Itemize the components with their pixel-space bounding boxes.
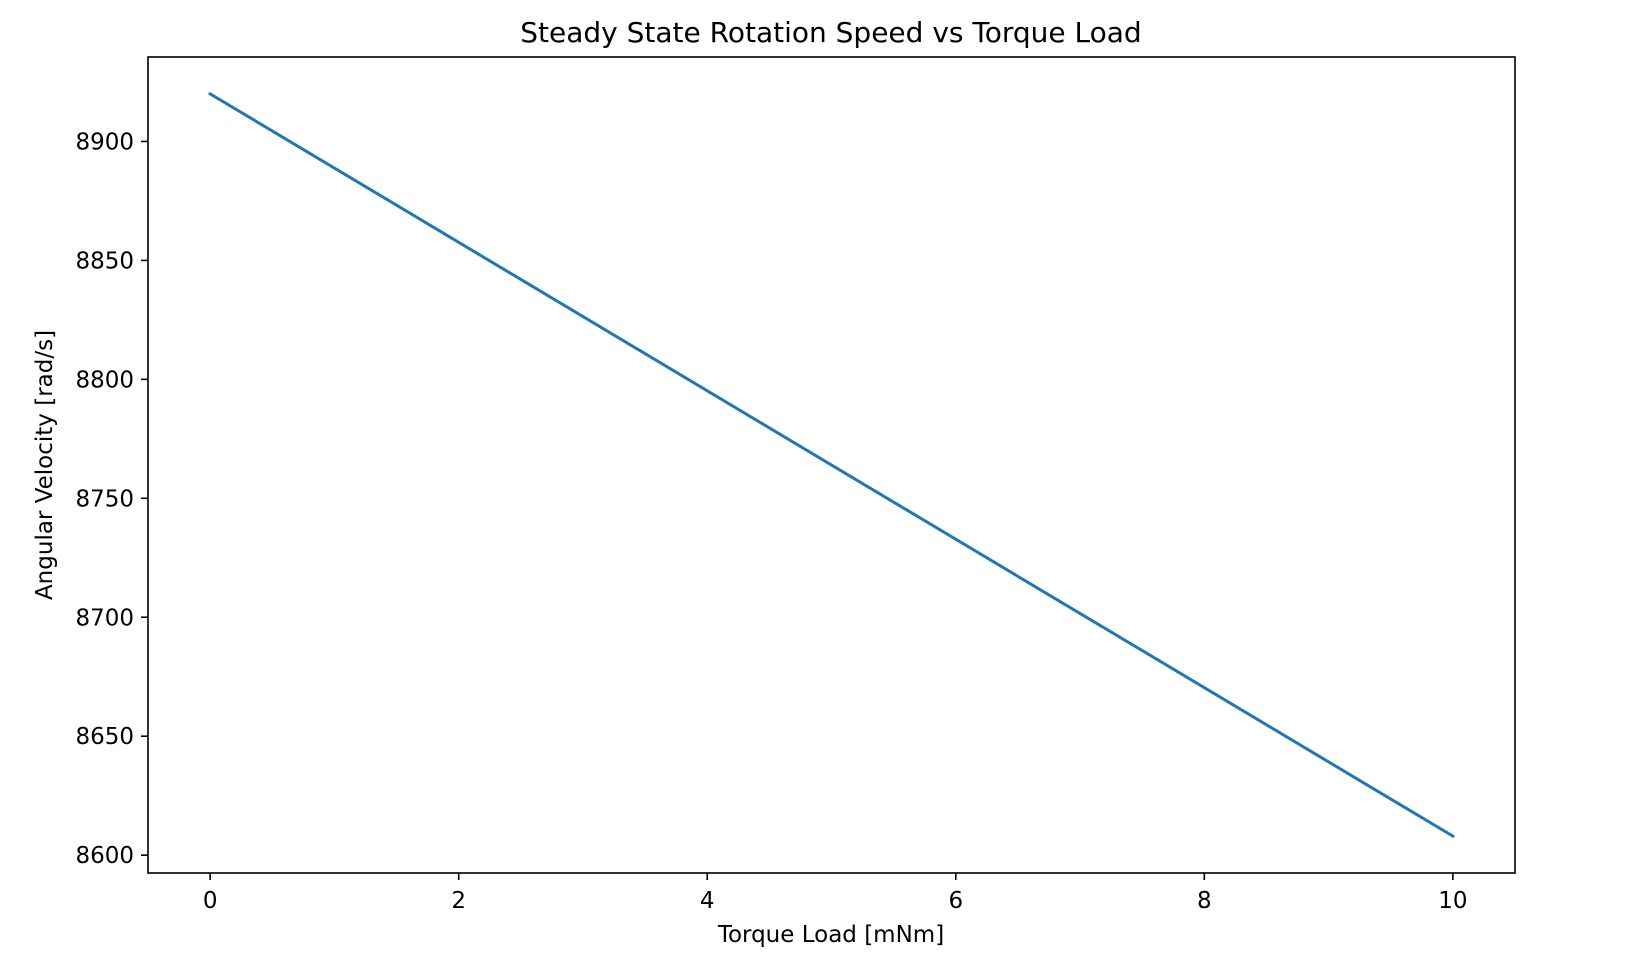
x-tick-label: 4 — [700, 888, 715, 914]
y-axis-label: Angular Velocity [rad/s] — [32, 330, 58, 600]
x-tick-label: 2 — [451, 888, 466, 914]
y-axis-ticks: 8600 8650 8700 8750 8800 8850 8900 — [75, 129, 148, 869]
y-tick-label: 8600 — [75, 843, 134, 869]
x-tick-label: 10 — [1438, 888, 1467, 914]
series-layer — [208, 91, 1455, 839]
chart-title: Steady State Rotation Speed vs Torque Lo… — [520, 16, 1141, 49]
x-tick-label: 6 — [948, 888, 963, 914]
y-tick-label: 8700 — [75, 605, 134, 631]
plot-frame — [147, 56, 1516, 874]
y-tick-label: 8800 — [75, 367, 134, 393]
y-tick-label: 8750 — [75, 486, 134, 512]
y-tick-label: 8650 — [75, 724, 134, 750]
x-tick-label: 8 — [1197, 888, 1212, 914]
series-line — [208, 91, 1455, 839]
y-tick-label: 8850 — [75, 248, 134, 274]
x-tick-label: 0 — [203, 888, 218, 914]
x-axis-ticks: 0 2 4 6 8 10 — [203, 873, 1468, 914]
y-tick-label: 8900 — [75, 129, 134, 155]
x-axis-label: Torque Load [mNm] — [717, 922, 944, 948]
